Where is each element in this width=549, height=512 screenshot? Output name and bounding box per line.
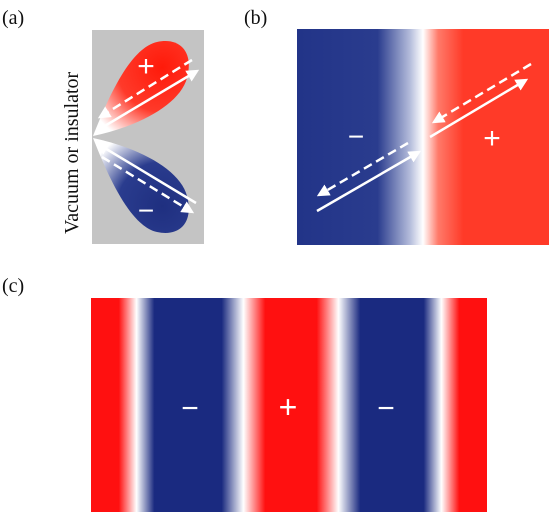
b-left-dashed-arrow — [316, 141, 409, 197]
panel-b-interface — [297, 29, 549, 245]
panel-b-plus-sign: + — [483, 122, 501, 155]
positive-lobe — [93, 41, 189, 136]
b-left-solid-arrow — [316, 150, 422, 213]
upper-dashed-arrow — [97, 58, 193, 119]
negative-lobe — [93, 138, 189, 233]
lower-solid-arrow — [95, 142, 197, 205]
panel-a-minus-sign: − — [138, 195, 154, 226]
b-right-solid-arrow — [429, 78, 529, 139]
panel-a-plus-sign: + — [137, 50, 155, 83]
upper-solid-arrow — [97, 69, 200, 132]
panel-c-minus-sign-right: − — [377, 392, 395, 425]
panel-b-label: (b) — [244, 7, 267, 29]
lower-dashed-arrow — [101, 155, 195, 214]
panel-c-minus-sign-left: − — [181, 392, 199, 425]
panel-c-stripes — [91, 298, 487, 512]
panel-c-label: (c) — [2, 275, 24, 297]
panel-c-plus-sign: + — [279, 389, 298, 425]
b-right-dashed-arrow — [431, 62, 532, 124]
vacuum-insulator-label: Vacuum or insulator — [61, 71, 83, 234]
panel-b-minus-sign: − — [348, 121, 364, 152]
panel-a-label: (a) — [2, 7, 24, 29]
